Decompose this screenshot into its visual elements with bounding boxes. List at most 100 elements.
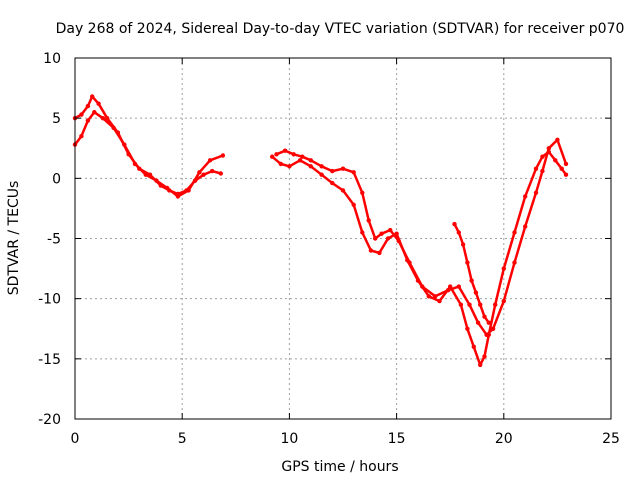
series-0-point <box>210 168 215 174</box>
series-group <box>72 94 569 368</box>
series-3-point <box>563 161 569 167</box>
x-tick-label: 10 <box>280 431 298 447</box>
series-2-point <box>340 188 346 193</box>
series-2-point <box>360 230 365 235</box>
series-3-point <box>308 158 313 163</box>
series-0-point <box>201 172 206 177</box>
series-3-point <box>433 294 438 299</box>
series-3-point <box>523 224 528 229</box>
series-3-point <box>540 168 545 174</box>
series-3-point <box>490 326 496 331</box>
series-3-line <box>275 138 568 337</box>
series-2-point <box>287 164 292 169</box>
series-3-point <box>467 302 472 307</box>
series-3-point <box>407 260 412 265</box>
series-3-point <box>274 152 279 157</box>
series-0-point <box>218 171 223 176</box>
series-2-point <box>523 194 528 199</box>
series-1-point <box>85 118 91 123</box>
series-3-point <box>366 218 371 223</box>
series-3-point <box>420 284 425 289</box>
y-tick-label: 5 <box>52 111 61 127</box>
series-1-point <box>92 110 97 115</box>
series-3-point <box>379 231 384 236</box>
series-3-point <box>282 148 288 153</box>
series-2-point <box>465 326 470 331</box>
series-3-point <box>330 168 335 174</box>
series-0-line <box>73 95 223 196</box>
series-4-point <box>465 260 470 265</box>
series-2-point <box>482 354 487 359</box>
series-2-point <box>270 154 275 159</box>
series-1-point <box>175 194 181 199</box>
series-3-point <box>533 190 539 195</box>
series-0-point <box>85 103 91 109</box>
y-tick-label: 0 <box>52 171 61 187</box>
x-tick-label: 25 <box>602 431 620 447</box>
series-3-point <box>291 152 296 157</box>
series-2-point <box>533 166 539 171</box>
series-3-point <box>319 164 324 169</box>
series-1-point <box>186 188 191 193</box>
series-4-point <box>478 302 483 307</box>
series-1-point <box>143 172 148 177</box>
series-2-point <box>437 298 442 304</box>
grid-lines <box>75 58 611 419</box>
x-tick-label: 20 <box>495 431 513 447</box>
series-0-point <box>96 101 101 106</box>
y-tick-label: 10 <box>43 51 61 67</box>
series-1-point <box>154 178 159 183</box>
chart-title: Day 268 of 2024, Sidereal Day-to-day VTE… <box>56 21 625 37</box>
series-3-point <box>555 137 560 142</box>
series-3-point <box>351 170 356 175</box>
series-4-point <box>456 230 461 235</box>
series-2-point <box>458 302 464 307</box>
series-1-point <box>165 185 170 191</box>
series-2-point <box>493 302 498 307</box>
series-2-point <box>553 158 558 163</box>
series-2-point <box>426 294 431 299</box>
series-3-point <box>373 236 378 241</box>
series-3-point <box>512 260 517 265</box>
series-0-point <box>79 112 84 117</box>
series-3-point <box>445 288 451 293</box>
series-2-point <box>385 236 391 241</box>
series-4-point <box>452 221 457 227</box>
x-tick-label: 0 <box>71 431 80 447</box>
series-2-point <box>297 158 303 163</box>
series-2-point <box>448 284 453 289</box>
y-tick-label: -5 <box>47 232 61 248</box>
series-2-point <box>394 231 399 236</box>
y-tick-label: -15 <box>38 352 61 368</box>
series-2-point <box>278 161 283 167</box>
series-4-point <box>469 278 474 283</box>
series-3-point <box>475 320 481 325</box>
series-0-point <box>105 116 110 121</box>
series-3-point <box>501 298 506 304</box>
series-2-point <box>478 362 483 368</box>
series-1-point <box>132 161 138 167</box>
x-tick-label: 5 <box>178 431 187 447</box>
series-2-point <box>471 344 476 349</box>
series-4-point <box>473 290 479 295</box>
series-1-point <box>197 170 202 175</box>
x-tick-label: 15 <box>388 431 406 447</box>
series-1-line <box>73 110 225 198</box>
series-3-point <box>456 284 461 289</box>
series-3-point <box>484 332 489 337</box>
series-1-point <box>122 142 127 147</box>
series-2-point <box>308 164 313 169</box>
series-2-point <box>377 250 382 256</box>
series-1-point <box>220 153 226 158</box>
series-3-point <box>546 146 551 151</box>
x-axis-label: GPS time / hours <box>281 459 398 475</box>
series-1-point <box>100 116 106 121</box>
series-0-point <box>90 94 95 99</box>
series-2-point <box>512 230 517 235</box>
y-tick-label: -20 <box>38 412 61 428</box>
series-1-point <box>79 134 84 139</box>
series-3-point <box>396 238 401 244</box>
series-4-point <box>460 242 466 247</box>
series-3-point <box>388 227 393 233</box>
series-3-point <box>360 190 365 195</box>
